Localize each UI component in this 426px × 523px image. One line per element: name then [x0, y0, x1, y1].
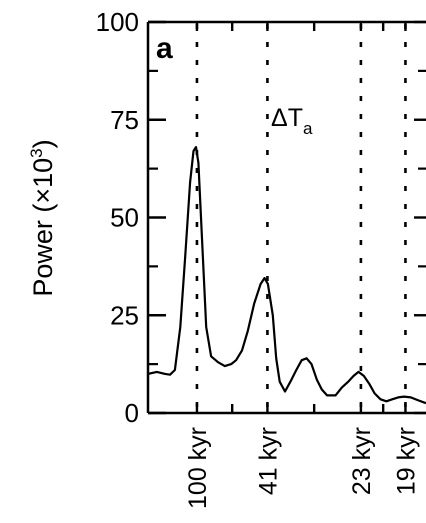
y-axis-label-main: Power (×10 [28, 158, 58, 297]
series-line [148, 146, 426, 405]
x-ticks [195, 22, 407, 413]
reference-lines [195, 24, 407, 411]
category-label-3: 19 kyr [392, 427, 420, 495]
panel-label: a [156, 32, 173, 65]
y-ticks [148, 20, 426, 415]
y-axis-label-exponent: 3 [27, 148, 46, 157]
y-tick-labels: 0 25 50 75 100 [96, 7, 139, 428]
y-tick-label-2: 50 [110, 203, 139, 233]
y-tick-label-1: 25 [110, 300, 139, 330]
y-tick-label-4: 100 [96, 7, 139, 37]
category-label-1: 41 kyr [254, 427, 282, 495]
series-annotation: ΔTa [271, 104, 313, 138]
y-axis-label-close: ) [28, 139, 58, 148]
y-tick-label-0: 0 [125, 398, 139, 428]
category-label-2: 23 kyr [348, 427, 376, 495]
category-label-0: 100 kyr [184, 427, 212, 509]
x-category-labels: 100 kyr 41 kyr 23 kyr 19 kyr [184, 427, 421, 509]
series-annotation-main: ΔT [271, 104, 303, 132]
y-axis-label: Power (×103) [27, 139, 58, 296]
series-annotation-subscript: a [303, 119, 313, 138]
y-tick-label-3: 75 [110, 105, 139, 135]
